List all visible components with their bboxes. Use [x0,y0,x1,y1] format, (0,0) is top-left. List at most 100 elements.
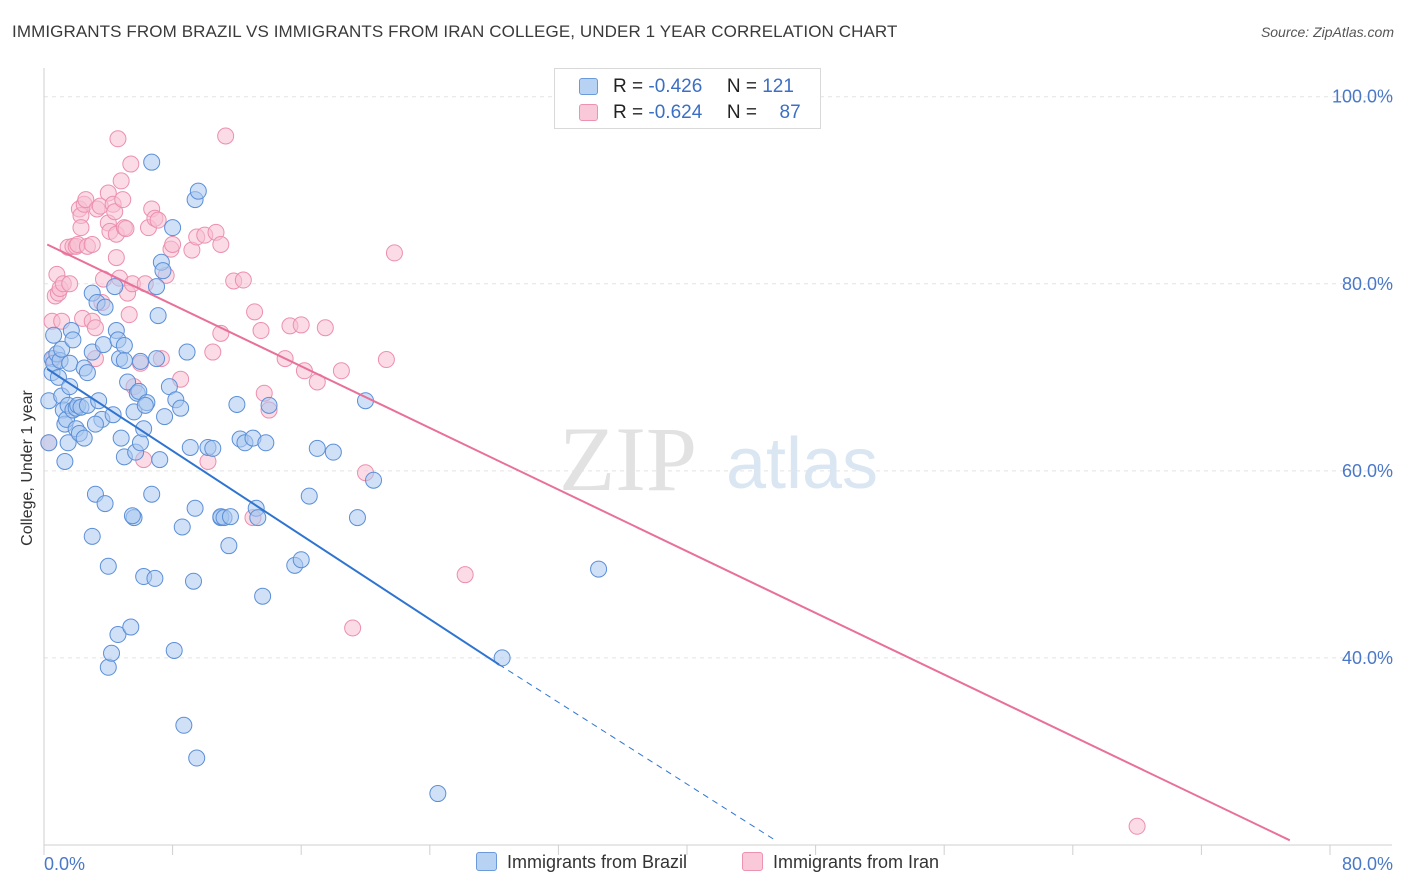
brazil-point [61,354,79,372]
brazil-point [45,326,63,344]
brazil-point [112,429,130,447]
iran-trend-line [46,243,1291,842]
legend-r-value: -0.624 [648,102,703,123]
iran-point [120,306,138,324]
bottom-legend-iran: Immigrants from Iran [742,852,939,876]
brazil-trend-extension [498,664,776,841]
brazil-point [103,644,121,662]
iran-point [149,211,167,229]
brazil-point [300,487,318,505]
grid-lines [44,96,1392,659]
iran-point [122,155,140,173]
brazil-point [228,395,246,413]
y-tick-label: 100.0% [1332,87,1393,107]
brazil-point [181,438,199,456]
legend-n-label: N = [726,76,757,97]
iran-point [107,249,125,267]
brazil-point [94,336,112,354]
iran-point [385,244,403,262]
bottom-legend-brazil: Immigrants from Brazil [476,852,687,876]
brazil-point [249,509,267,527]
brazil-point [106,278,124,296]
brazil-point [99,658,117,676]
brazil-point [115,337,133,355]
brazil-point [109,626,127,644]
brazil-point [189,182,207,200]
legend-text-brazil: R = -0.426 N = 121 [613,76,794,98]
watermark-zip: ZIP [559,408,697,510]
iran-point [246,303,264,321]
brazil-point [78,364,96,382]
brazil-point [257,434,275,452]
brazil-point [59,434,77,452]
brazil-point [254,587,272,605]
brazil-point [188,749,206,767]
iran-point [114,191,132,209]
brazil-point [220,537,238,555]
brazil-point [131,352,149,370]
brazil-point [184,572,202,590]
iran-point [217,127,235,145]
legend-r-value: -0.426 [648,76,703,97]
brazil-series [40,153,608,803]
brazil-point [131,434,149,452]
trend-lines [46,243,1291,842]
brazil-point [186,499,204,517]
legend-r-label: R = [613,76,644,97]
iran-point [316,319,334,337]
x-tick-label: 80.0% [1342,854,1393,874]
brazil-point [64,331,82,349]
iran-point [212,235,230,253]
brazil-point [56,453,74,470]
iran-point [332,362,350,380]
brazil-point [123,507,141,525]
iran-point [83,235,101,253]
iran-point [252,322,270,340]
brazil-point [148,278,166,296]
brazil-point [165,641,183,659]
bottom-legend-label-brazil: Immigrants from Brazil [507,852,688,872]
brazil-point [146,569,164,587]
iran-point [109,130,127,148]
brazil-point [221,508,239,526]
legend-text-iran: R = -0.624 N = 87 [613,102,801,124]
legend-r-label: R = [613,102,644,123]
brazil-trend-line [46,368,500,666]
iran-point [86,319,104,337]
iran-point [456,566,474,584]
brazil-point [173,518,191,536]
brazil-point [151,451,169,469]
brazil-point [61,378,79,396]
brazil-point [178,343,196,361]
x-tick-label: 0.0% [44,854,85,874]
brazil-point [136,396,154,414]
bottom-legend-label-iran: Immigrants from Iran [773,852,940,872]
y-tick-label: 40.0% [1342,648,1393,668]
tick-labels: 40.0% 60.0% 80.0% 100.0% 0.0% 80.0% [44,87,1393,874]
brazil-point [96,495,114,513]
bottom-legend-swatch-iran [742,852,763,871]
iran-point [72,219,90,237]
bottom-legend-swatch-brazil [476,852,497,871]
brazil-point [175,716,193,734]
iran-point [106,203,124,221]
brazil-point [143,485,161,503]
brazil-point [96,298,114,316]
brazil-point [104,406,122,424]
brazil-point [122,618,140,636]
legend-n-value: 121 [762,76,794,97]
legend-n-value: 87 [779,102,801,123]
legend-swatch-iran [579,104,598,121]
brazil-point [154,262,172,280]
brazil-point [148,350,166,368]
brazil-point [75,429,93,447]
brazil-point [135,420,153,438]
axes [43,68,1392,855]
source-label: Source: ZipAtlas.com [1260,24,1394,40]
iran-point [1128,817,1146,835]
brazil-point [260,396,278,414]
brazil-point [324,443,342,461]
watermark: ZIP atlas [559,408,878,510]
brazil-point [83,527,101,545]
